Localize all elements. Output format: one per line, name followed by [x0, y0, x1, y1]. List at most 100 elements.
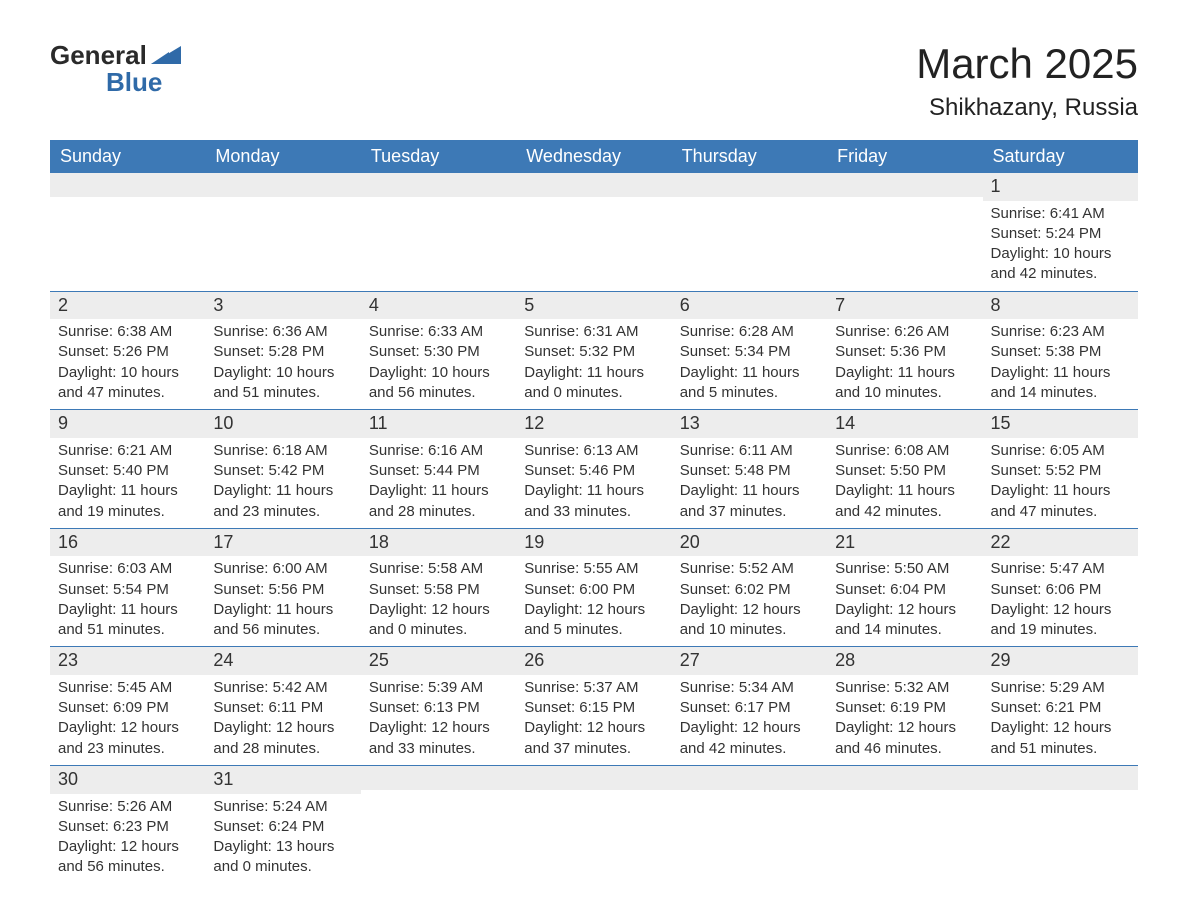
day-daylight2: and 28 minutes. [369, 502, 508, 522]
header: General Blue March 2025 Shikhazany, Russ… [50, 40, 1138, 122]
calendar-cell: 12Sunrise: 6:13 AMSunset: 5:46 PMDayligh… [516, 410, 671, 529]
day-daylight1: Daylight: 12 hours [524, 600, 663, 620]
day-body: Sunrise: 6:38 AMSunset: 5:26 PMDaylight:… [50, 319, 205, 409]
day-sunrise: Sunrise: 5:37 AM [524, 678, 663, 698]
day-sunrise: Sunrise: 5:26 AM [58, 797, 197, 817]
day-number: 20 [672, 529, 827, 557]
calendar-cell [361, 173, 516, 291]
day-daylight2: and 47 minutes. [58, 383, 197, 403]
day-number-band [361, 766, 516, 790]
day-sunset: Sunset: 6:06 PM [991, 580, 1130, 600]
page-title: March 2025 [916, 40, 1138, 88]
day-daylight1: Daylight: 12 hours [369, 718, 508, 738]
day-number-band [672, 766, 827, 790]
day-daylight1: Daylight: 10 hours [991, 244, 1130, 264]
day-daylight2: and 56 minutes. [58, 857, 197, 877]
calendar-cell: 7Sunrise: 6:26 AMSunset: 5:36 PMDaylight… [827, 291, 982, 410]
day-number: 7 [827, 292, 982, 320]
day-daylight2: and 47 minutes. [991, 502, 1130, 522]
calendar-cell: 3Sunrise: 6:36 AMSunset: 5:28 PMDaylight… [205, 291, 360, 410]
day-sunset: Sunset: 6:11 PM [213, 698, 352, 718]
calendar-cell: 19Sunrise: 5:55 AMSunset: 6:00 PMDayligh… [516, 528, 671, 647]
calendar-cell: 1Sunrise: 6:41 AMSunset: 5:24 PMDaylight… [983, 173, 1138, 291]
day-number: 6 [672, 292, 827, 320]
day-daylight2: and 37 minutes. [680, 502, 819, 522]
day-number: 18 [361, 529, 516, 557]
day-sunset: Sunset: 6:04 PM [835, 580, 974, 600]
day-number-band [50, 173, 205, 197]
day-number: 25 [361, 647, 516, 675]
day-body: Sunrise: 5:24 AMSunset: 6:24 PMDaylight:… [205, 794, 360, 884]
day-body: Sunrise: 5:26 AMSunset: 6:23 PMDaylight:… [50, 794, 205, 884]
day-daylight1: Daylight: 11 hours [991, 363, 1130, 383]
day-daylight2: and 46 minutes. [835, 739, 974, 759]
day-number: 12 [516, 410, 671, 438]
day-daylight1: Daylight: 10 hours [369, 363, 508, 383]
weekday-header: Tuesday [361, 140, 516, 173]
day-body [361, 790, 516, 862]
day-number: 10 [205, 410, 360, 438]
day-body: Sunrise: 6:16 AMSunset: 5:44 PMDaylight:… [361, 438, 516, 528]
calendar-cell [205, 173, 360, 291]
day-number: 9 [50, 410, 205, 438]
day-sunset: Sunset: 6:21 PM [991, 698, 1130, 718]
calendar-cell: 10Sunrise: 6:18 AMSunset: 5:42 PMDayligh… [205, 410, 360, 529]
day-sunset: Sunset: 5:38 PM [991, 342, 1130, 362]
day-daylight1: Daylight: 11 hours [213, 600, 352, 620]
day-body: Sunrise: 6:41 AMSunset: 5:24 PMDaylight:… [983, 201, 1138, 291]
calendar-week-row: 30Sunrise: 5:26 AMSunset: 6:23 PMDayligh… [50, 765, 1138, 883]
day-sunset: Sunset: 5:26 PM [58, 342, 197, 362]
day-number: 28 [827, 647, 982, 675]
day-body: Sunrise: 5:58 AMSunset: 5:58 PMDaylight:… [361, 556, 516, 646]
day-number: 8 [983, 292, 1138, 320]
day-number-band [516, 173, 671, 197]
calendar-cell [983, 765, 1138, 883]
day-sunrise: Sunrise: 6:00 AM [213, 559, 352, 579]
day-daylight1: Daylight: 11 hours [680, 481, 819, 501]
day-number: 17 [205, 529, 360, 557]
calendar-cell: 24Sunrise: 5:42 AMSunset: 6:11 PMDayligh… [205, 647, 360, 766]
day-daylight2: and 33 minutes. [524, 502, 663, 522]
day-body: Sunrise: 6:36 AMSunset: 5:28 PMDaylight:… [205, 319, 360, 409]
day-sunset: Sunset: 6:23 PM [58, 817, 197, 837]
day-number: 21 [827, 529, 982, 557]
day-sunset: Sunset: 5:30 PM [369, 342, 508, 362]
calendar-cell: 6Sunrise: 6:28 AMSunset: 5:34 PMDaylight… [672, 291, 827, 410]
day-body [983, 790, 1138, 862]
calendar-week-row: 1Sunrise: 6:41 AMSunset: 5:24 PMDaylight… [50, 173, 1138, 291]
weekday-header: Wednesday [516, 140, 671, 173]
calendar-cell: 20Sunrise: 5:52 AMSunset: 6:02 PMDayligh… [672, 528, 827, 647]
day-body: Sunrise: 6:11 AMSunset: 5:48 PMDaylight:… [672, 438, 827, 528]
day-sunrise: Sunrise: 5:55 AM [524, 559, 663, 579]
day-daylight2: and 51 minutes. [991, 739, 1130, 759]
day-daylight1: Daylight: 11 hours [213, 481, 352, 501]
calendar-cell: 2Sunrise: 6:38 AMSunset: 5:26 PMDaylight… [50, 291, 205, 410]
day-sunset: Sunset: 5:36 PM [835, 342, 974, 362]
day-daylight2: and 0 minutes. [213, 857, 352, 877]
logo-icon [151, 42, 181, 69]
day-sunrise: Sunrise: 5:42 AM [213, 678, 352, 698]
day-sunset: Sunset: 5:40 PM [58, 461, 197, 481]
day-body: Sunrise: 5:34 AMSunset: 6:17 PMDaylight:… [672, 675, 827, 765]
day-sunrise: Sunrise: 5:58 AM [369, 559, 508, 579]
day-number: 14 [827, 410, 982, 438]
day-daylight1: Daylight: 12 hours [835, 600, 974, 620]
day-sunrise: Sunrise: 6:31 AM [524, 322, 663, 342]
day-daylight2: and 56 minutes. [213, 620, 352, 640]
day-body: Sunrise: 6:31 AMSunset: 5:32 PMDaylight:… [516, 319, 671, 409]
day-body: Sunrise: 6:28 AMSunset: 5:34 PMDaylight:… [672, 319, 827, 409]
calendar-cell: 21Sunrise: 5:50 AMSunset: 6:04 PMDayligh… [827, 528, 982, 647]
day-sunrise: Sunrise: 6:08 AM [835, 441, 974, 461]
day-body [672, 790, 827, 862]
day-body: Sunrise: 6:23 AMSunset: 5:38 PMDaylight:… [983, 319, 1138, 409]
day-body: Sunrise: 5:55 AMSunset: 6:00 PMDaylight:… [516, 556, 671, 646]
day-daylight1: Daylight: 11 hours [991, 481, 1130, 501]
calendar-cell [672, 765, 827, 883]
day-sunset: Sunset: 5:46 PM [524, 461, 663, 481]
calendar-cell: 29Sunrise: 5:29 AMSunset: 6:21 PMDayligh… [983, 647, 1138, 766]
day-sunrise: Sunrise: 5:39 AM [369, 678, 508, 698]
day-daylight1: Daylight: 12 hours [58, 837, 197, 857]
day-daylight1: Daylight: 11 hours [524, 481, 663, 501]
calendar-cell [672, 173, 827, 291]
day-number: 5 [516, 292, 671, 320]
